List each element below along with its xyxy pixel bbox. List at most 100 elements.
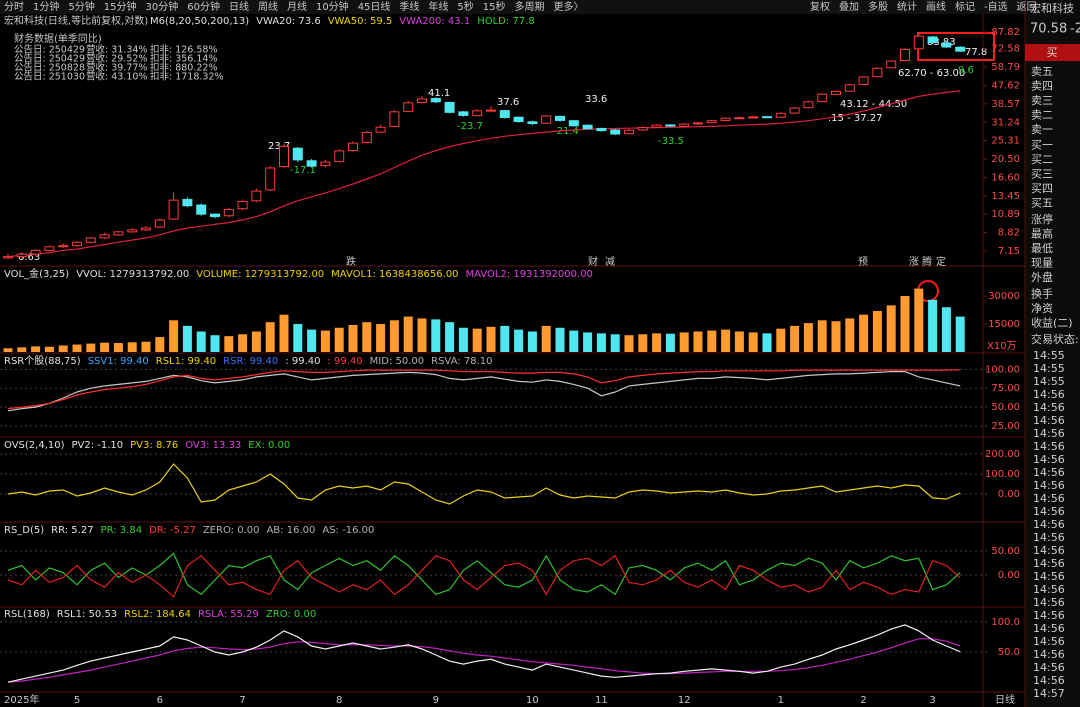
annotation: 77.8: [965, 47, 987, 58]
candle-body: [789, 107, 800, 114]
candle-body: [513, 116, 524, 123]
ask-level: 卖三: [1031, 94, 1053, 107]
legend-item: VVOL: 1279313792.00: [76, 269, 189, 280]
volume-bar: [638, 334, 648, 352]
finance-cell: 扣非: 126.58%: [150, 44, 218, 56]
tool-button[interactable]: 统计: [897, 0, 917, 13]
period-tab[interactable]: 15秒: [483, 0, 506, 13]
period-tab[interactable]: 多周期: [515, 0, 545, 13]
finance-cell: 扣非: 1718.32%: [150, 71, 224, 83]
period-tab[interactable]: 5分钟: [68, 0, 94, 13]
volume-bar: [445, 322, 455, 352]
legend-item: RSR: 99.40: [223, 356, 278, 367]
bid-level: 买二: [1031, 153, 1053, 166]
tool-button[interactable]: 复权: [810, 0, 830, 13]
finance-cell: 公告日: 250429: [14, 44, 85, 56]
buy-button[interactable]: [1025, 44, 1080, 61]
ask-level: 卖一: [1031, 123, 1053, 136]
y-tick-label: 58.79: [991, 62, 1020, 73]
trade-time: 14:56: [1033, 622, 1065, 635]
volume-bar: [17, 347, 27, 352]
annotation: 41.1: [428, 88, 450, 99]
period-tab[interactable]: 30分钟: [145, 0, 178, 13]
candle-body: [251, 190, 262, 202]
legend-item: RSL2: 184.64: [124, 609, 191, 620]
candle-body: [555, 115, 565, 121]
tool-button[interactable]: -自选: [984, 0, 1008, 13]
volume-bar: [665, 333, 675, 352]
legend-item: RR: 5.27: [51, 525, 93, 536]
tool-button[interactable]: 返回: [1017, 1, 1037, 13]
candle-body: [541, 115, 552, 124]
candle-body: [154, 219, 165, 228]
candle-body: [306, 160, 317, 167]
legend-item: ZERO: 0.00: [203, 525, 260, 536]
period-tab[interactable]: 10分钟: [316, 0, 349, 13]
finance-table: 公告日: 250429 营收: 31.34% 扣非: 126.58% 公告日: 250…: [14, 44, 224, 83]
period-tab[interactable]: 季线: [399, 0, 419, 13]
annotation: .15 - 37.27: [828, 113, 883, 124]
trade-time: 14:56: [1033, 505, 1065, 518]
finance-cell: 公告日: 250828: [14, 62, 85, 74]
annotation: -23.7: [457, 121, 483, 132]
period-tab[interactable]: 周线: [258, 0, 278, 13]
legend-item: OVS(2,4,10): [4, 440, 65, 451]
finance-cell: 营收: 43.10%: [86, 71, 147, 83]
volume-bar: [376, 324, 386, 352]
trade-time: 14:56: [1033, 544, 1065, 557]
x-tick-label: 12: [678, 695, 691, 706]
volume-bar: [955, 316, 965, 352]
legend-item: VWA200: 43.1: [399, 16, 470, 27]
candle-body: [58, 245, 69, 248]
volume-bar: [652, 333, 662, 352]
period-tab[interactable]: 日线: [229, 0, 249, 13]
volume-bar: [458, 327, 468, 352]
trade-time: 14:56: [1033, 453, 1065, 466]
trade-time: 14:56: [1033, 414, 1065, 427]
panel-legend: RSL(168) RSL1: 50.53 RSL2: 184.64 RSLA: 55.…: [4, 609, 316, 620]
finance-cell: 扣非: 356.14%: [150, 53, 218, 65]
period-tab[interactable]: 45日线: [358, 0, 391, 13]
volume-bar: [127, 342, 137, 352]
candle-body: [693, 122, 703, 125]
tool-button[interactable]: 多股: [868, 0, 888, 13]
period-tab[interactable]: 60分钟: [187, 0, 220, 13]
volume-bar: [141, 341, 151, 352]
buy-label[interactable]: 买: [1047, 46, 1058, 59]
candle-body: [927, 36, 938, 44]
series-line: [7, 624, 961, 683]
volume-bar: [776, 328, 786, 352]
y-tick-label: 87.82: [991, 27, 1020, 38]
volume-bar: [790, 325, 800, 352]
candle-body: [762, 116, 772, 119]
period-tab[interactable]: 年线: [428, 0, 448, 13]
period-tab[interactable]: 分时: [4, 1, 24, 13]
candle-body: [486, 109, 496, 112]
tool-button[interactable]: 叠加: [839, 1, 859, 13]
volume-bar: [44, 346, 54, 352]
period-tab[interactable]: 5秒: [457, 0, 473, 13]
sidebar-bg: [1025, 0, 1080, 707]
ask-level: 卖四: [1031, 80, 1053, 93]
legend-item: VOLUME: 1279313792.00: [196, 269, 324, 280]
period-tab[interactable]: 更多〉: [554, 0, 584, 13]
trade-time: 14:56: [1033, 440, 1065, 453]
candle-body: [831, 90, 841, 95]
candle-body: [568, 120, 579, 127]
period-tab[interactable]: 15分钟: [104, 0, 137, 13]
x-tick-label: 2025年: [4, 693, 39, 706]
candle-body: [30, 249, 41, 255]
candle-body: [168, 199, 179, 220]
volume-bar: [210, 335, 220, 352]
y-tick-label: 200.00: [985, 449, 1020, 460]
toolbar-bg: [0, 0, 1025, 14]
tool-button[interactable]: 标记: [955, 1, 975, 13]
tool-button[interactable]: 画线: [926, 0, 946, 13]
legend-item: PR: 3.84: [101, 525, 142, 536]
status-label: 交易状态:: [1031, 332, 1079, 346]
x-tick-label: 9: [433, 695, 439, 706]
y-tick-label: 10.89: [991, 209, 1020, 220]
period-tab[interactable]: 1分钟: [33, 0, 59, 13]
finance-cell: 公告日: 251030: [14, 71, 85, 83]
period-tab[interactable]: 月线: [287, 0, 307, 13]
